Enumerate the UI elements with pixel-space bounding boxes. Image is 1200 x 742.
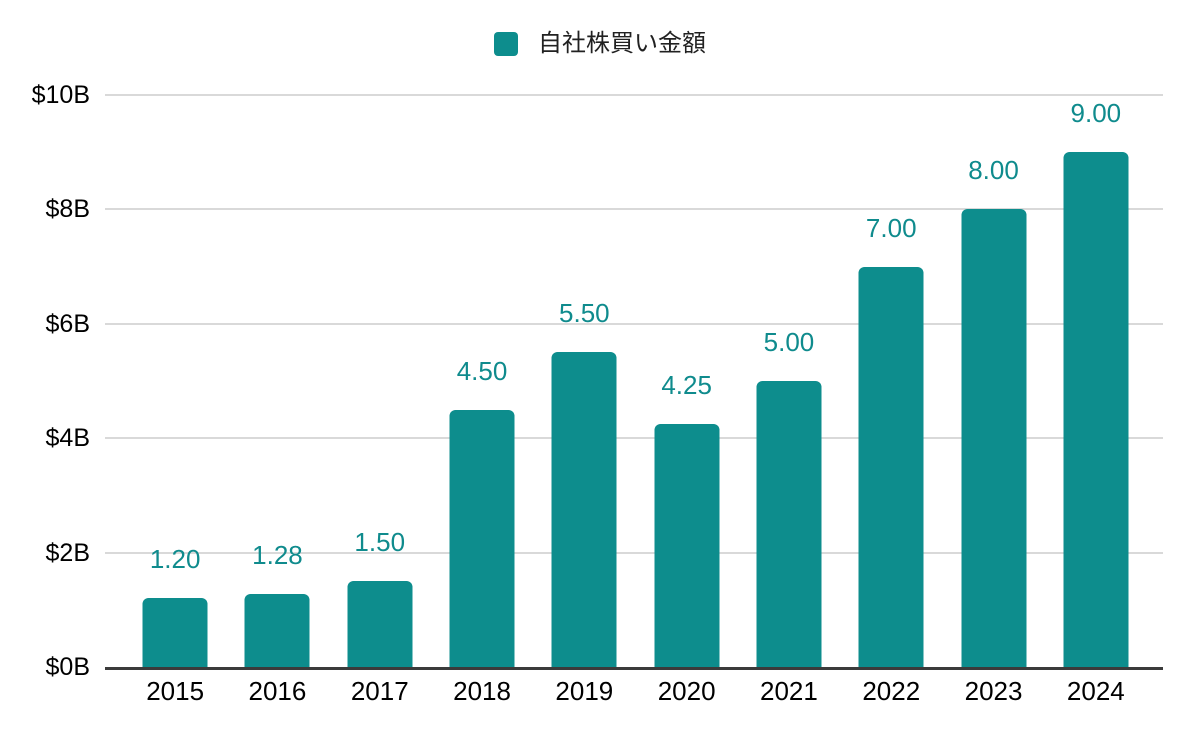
- y-axis: $0B $2B $4B $6B $8B $10B: [0, 82, 90, 680]
- bar-2017: [347, 581, 413, 667]
- y-tick-label: $2B: [45, 538, 90, 567]
- bar-2023: [961, 209, 1027, 667]
- bar-slot: 5.50: [533, 95, 635, 667]
- y-tick-label: $8B: [45, 195, 90, 224]
- bar-2022: [858, 266, 924, 667]
- bar-value-label: 4.25: [661, 369, 712, 400]
- y-tick-label: $6B: [45, 309, 90, 338]
- x-axis-line: [105, 667, 1163, 670]
- bar-slot: 1.28: [226, 95, 328, 667]
- x-tick-label: 2019: [555, 676, 614, 706]
- bar-slot: 4.25: [636, 95, 738, 667]
- chart-legend: 自社株買い金額: [0, 30, 1200, 59]
- x-tick-label: 2017: [350, 676, 409, 706]
- y-tick-label: $10B: [31, 81, 90, 109]
- bar-2020: [654, 423, 720, 667]
- x-tick-label: 2015: [146, 676, 205, 706]
- x-tick-label: 2020: [657, 676, 716, 706]
- gridline: [105, 551, 1163, 554]
- bar-slot: 5.00: [738, 95, 840, 667]
- y-tick-label: $0B: [45, 653, 90, 681]
- bar-band: 1.20 1.28 1.50 4.50 5.50 4.25 5.00 7.00 8.00 9.00: [124, 95, 1147, 667]
- bar-slot: 7.00: [840, 95, 942, 667]
- plot-area: 1.20 1.28 1.50 4.50 5.50 4.25 5.00 7.00 8.00 9.00: [105, 94, 1163, 670]
- bar-2016: [244, 593, 310, 667]
- gridline: [105, 94, 1163, 96]
- y-tick-label: $4B: [45, 424, 90, 453]
- gridline: [105, 208, 1163, 211]
- bar-slot: 4.50: [431, 95, 533, 667]
- bar-slot: 1.50: [329, 95, 431, 667]
- gridline: [105, 437, 1163, 440]
- bar-value-label: 4.50: [456, 355, 508, 386]
- bar-value-label: 1.20: [149, 544, 201, 575]
- bar-2021: [756, 381, 822, 667]
- bar-value-label: 5.00: [763, 327, 815, 357]
- bar-slot: 1.20: [124, 95, 226, 667]
- bar-2019: [551, 352, 617, 667]
- bar-2015: [142, 598, 208, 667]
- bar-slot: 9.00: [1045, 95, 1147, 667]
- bar-2024: [1063, 152, 1129, 667]
- bar-2018: [449, 409, 515, 667]
- x-tick-label: 2023: [964, 676, 1023, 706]
- bar-value-label: 5.50: [559, 298, 610, 329]
- x-tick-label: 2024: [1066, 676, 1125, 706]
- bar-value-label: 1.28: [252, 539, 303, 570]
- x-tick-label: 2022: [862, 676, 921, 706]
- bar-value-label: 9.00: [1070, 98, 1122, 129]
- x-tick-label: 2021: [760, 676, 818, 706]
- bar-value-label: 1.50: [354, 527, 406, 558]
- bar-value-label: 7.00: [865, 212, 917, 243]
- gridline: [105, 322, 1163, 325]
- legend-label: 自社株買い金額: [538, 30, 706, 57]
- bar-value-label: 8.00: [968, 155, 1019, 186]
- x-axis: 2015 2016 2017 2018 2019 2020 2021 2022 2023 2024: [124, 676, 1147, 708]
- legend-swatch-icon: [494, 32, 518, 57]
- x-tick-label: 2016: [248, 676, 307, 706]
- x-tick-label: 2018: [453, 676, 511, 706]
- bar-slot: 8.00: [942, 95, 1044, 667]
